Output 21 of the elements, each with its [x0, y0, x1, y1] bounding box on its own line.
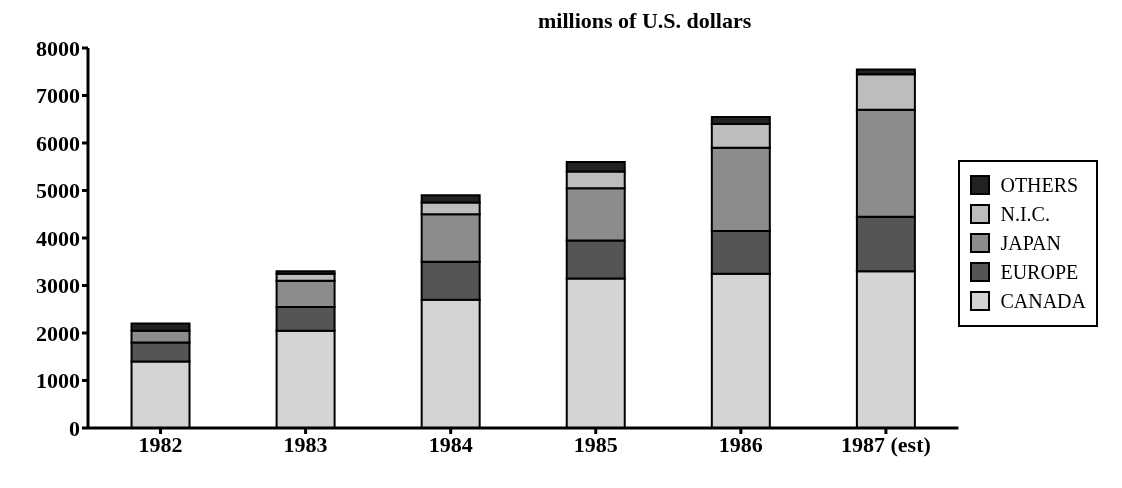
- legend-label: JAPAN: [1000, 231, 1061, 255]
- x-tick-label: 1984: [428, 431, 473, 457]
- chart-title: millions of U.S. dollars: [538, 8, 752, 34]
- y-tick-label: 8000: [36, 35, 80, 61]
- y-tick-label: 7000: [36, 83, 80, 109]
- x-tick-label: 1987 (est): [840, 431, 931, 457]
- x-tick-label: 1983: [283, 431, 328, 457]
- y-tick-label: 6000: [36, 130, 80, 156]
- y-tick-label: 0: [69, 415, 80, 441]
- y-tick-label: 3000: [36, 273, 80, 299]
- legend-label: CANADA: [1000, 289, 1086, 313]
- legend-label: EUROPE: [1000, 260, 1079, 284]
- x-tick-label: 1982: [138, 431, 183, 457]
- y-tick-label: 2000: [36, 320, 80, 346]
- y-tick-label: 5000: [36, 178, 80, 204]
- x-tick-label: 1985: [573, 431, 618, 457]
- legend-label: OTHERS: [1000, 173, 1079, 197]
- y-tick-label: 4000: [36, 225, 80, 251]
- legend-label: N.I.C.: [1000, 202, 1050, 226]
- y-tick-label: 1000: [36, 368, 80, 394]
- x-tick-label: 1986: [718, 431, 763, 457]
